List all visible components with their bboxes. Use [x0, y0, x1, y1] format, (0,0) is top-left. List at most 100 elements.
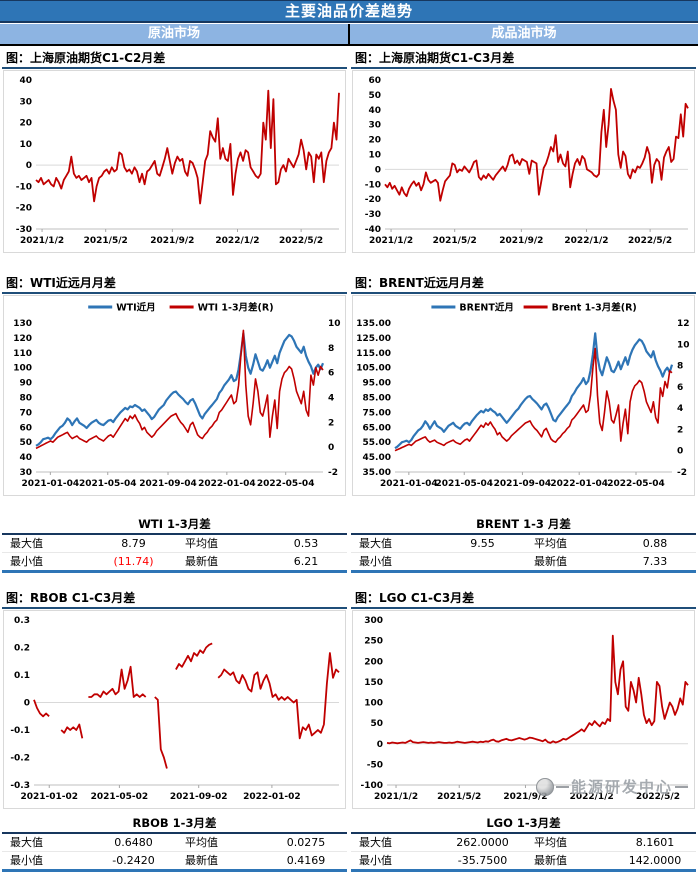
svg-text:-0.1: -0.1: [10, 726, 30, 736]
watermark-logo-icon: [536, 777, 554, 796]
svg-text:10: 10: [19, 140, 32, 150]
svg-text:70: 70: [19, 408, 32, 418]
column-divider: [348, 24, 350, 44]
svg-text:2022-05-04: 2022-05-04: [257, 479, 315, 489]
stat-value-latest: 6.21: [293, 555, 319, 568]
svg-text:150: 150: [364, 678, 383, 688]
svg-text:30: 30: [19, 97, 32, 107]
stat-value-mean: 0.0275: [265, 834, 347, 852]
svg-text:100: 100: [13, 364, 32, 374]
chart-row-2: 图：WTI近远月月差 130 120 110 100 90 80 70 60 50 40 30 10 8…: [0, 271, 698, 496]
chart-title: 图：LGO C1-C3月差: [351, 586, 696, 609]
stat-value-latest: 7.33: [642, 555, 668, 568]
stat-label-latest: 最新值: [185, 854, 218, 867]
svg-text:80: 80: [19, 394, 32, 404]
svg-text:2021-01-02: 2021-01-02: [20, 792, 78, 802]
svg-text:65.00: 65.00: [363, 423, 391, 433]
svg-text:100: 100: [364, 699, 383, 709]
svg-text:8: 8: [328, 344, 334, 354]
line-chart-lgo: 300 250 200 150 100 50 0 -50 -100 2021/1/2 2021/5/…: [352, 610, 695, 809]
stat-value-min: [439, 553, 526, 570]
svg-text:6: 6: [328, 369, 334, 379]
svg-text:-30: -30: [16, 225, 32, 235]
market-column-headers: 原油市场 成品油市场: [0, 24, 698, 46]
svg-text:60: 60: [368, 76, 381, 86]
stats-table-title: LGO 1-3月差: [351, 813, 696, 834]
stat-label-latest: 最新值: [534, 555, 567, 568]
chart-panel-brent: 图：BRENT近远月月差 135.00 125.00 115.00 105.00 95.…: [349, 271, 698, 496]
svg-text:0: 0: [328, 443, 334, 453]
chart-title: 图：BRENT近远月月差: [351, 271, 696, 294]
svg-text:40: 40: [19, 76, 32, 86]
line-chart-sc-c1c2: 40 30 20 10 0 -10 -20 -30 2021/1/2 2021/5/2 2021/9…: [3, 70, 346, 253]
svg-text:2022/1/2: 2022/1/2: [564, 236, 608, 246]
watermark-dash: [556, 785, 569, 788]
stat-label-max: 最大值: [2, 834, 90, 852]
line-chart-wti: 130 120 110 100 90 80 70 60 50 40 30 10 8 6 4 2 0 -2 2021-…: [3, 295, 346, 496]
line-chart-brent: 135.00 125.00 115.00 105.00 95.00 85.00 75.00 6…: [352, 295, 695, 496]
chart-title: 图：上海原油期货C1-C3月差: [351, 46, 696, 69]
svg-text:BRENT近月: BRENT近月: [459, 302, 513, 314]
svg-text:0: 0: [24, 699, 30, 709]
svg-text:2021/1/2: 2021/1/2: [374, 792, 418, 802]
stats-row-2: RBOB 1-3月差 最大值 0.6480 平均值 0.0275 最小值 -0.…: [0, 813, 698, 872]
svg-text:2021/1/2: 2021/1/2: [369, 236, 413, 246]
svg-text:35.00: 35.00: [363, 468, 391, 478]
chart-row-1: 图：上海原油期货C1-C2月差 40 30 20 10 0 -10 -20 -30 2021/1…: [0, 46, 698, 253]
svg-text:2021-01-04: 2021-01-04: [380, 479, 438, 489]
watermark: 能源研发中心: [536, 776, 690, 797]
svg-text:2: 2: [328, 418, 334, 428]
svg-text:2021/9/2: 2021/9/2: [150, 236, 194, 246]
stat-label-mean: 平均值: [177, 834, 265, 852]
svg-text:0.2: 0.2: [14, 644, 30, 654]
svg-text:125.00: 125.00: [356, 334, 391, 344]
watermark-dash: [675, 785, 689, 788]
svg-text:130: 130: [13, 319, 32, 329]
chart-panel-rbob: 图：RBOB C1-C3月差 0.3 0.2 0.1 0 -0.1 -0.2 -0.3 202…: [0, 586, 349, 809]
stat-label-mean: 平均值: [526, 535, 614, 553]
svg-text:-40: -40: [365, 225, 381, 235]
svg-text:2021/5/2: 2021/5/2: [437, 792, 481, 802]
svg-text:2: 2: [677, 425, 683, 435]
svg-text:2022/5/2: 2022/5/2: [628, 236, 672, 246]
svg-text:2021-05-02: 2021-05-02: [91, 792, 149, 802]
svg-text:0: 0: [377, 740, 383, 750]
line-chart-rbob: 0.3 0.2 0.1 0 -0.1 -0.2 -0.3 2021-01-02 2021-05-…: [3, 610, 346, 809]
svg-text:90: 90: [19, 379, 32, 389]
page-title: 主要油品价差趋势: [0, 0, 698, 23]
svg-text:-20: -20: [365, 195, 381, 205]
svg-text:20: 20: [19, 119, 32, 129]
stat-value-min: -0.2420: [112, 854, 155, 867]
stat-label-min: 最小值: [10, 555, 43, 568]
svg-text:0: 0: [677, 447, 683, 457]
chart-row-3: 图：RBOB C1-C3月差 0.3 0.2 0.1 0 -0.1 -0.2 -0.3 202…: [0, 586, 698, 809]
chart-panel-sc-c1c2: 图：上海原油期货C1-C2月差 40 30 20 10 0 -10 -20 -30 2021/1…: [0, 46, 349, 253]
svg-text:2022-01-04: 2022-01-04: [198, 479, 256, 489]
svg-text:6: 6: [677, 383, 683, 393]
svg-text:0: 0: [26, 161, 32, 171]
stats-table-rbob: RBOB 1-3月差 最大值 0.6480 平均值 0.0275 最小值 -0.…: [2, 813, 347, 872]
svg-text:-2: -2: [328, 468, 338, 478]
svg-text:30: 30: [19, 468, 32, 478]
svg-text:8: 8: [677, 362, 683, 372]
svg-text:WTI近月: WTI近月: [116, 302, 156, 314]
svg-text:60: 60: [19, 423, 32, 433]
svg-text:300: 300: [364, 616, 383, 626]
svg-text:40: 40: [368, 106, 381, 116]
svg-text:-20: -20: [16, 204, 32, 214]
svg-text:75.00: 75.00: [363, 408, 391, 418]
svg-text:-0.3: -0.3: [10, 781, 30, 791]
stat-label-min: 最小值: [10, 854, 43, 867]
svg-text:-2: -2: [677, 468, 687, 478]
svg-text:2022-01-04: 2022-01-04: [550, 479, 608, 489]
svg-text:2021-05-04: 2021-05-04: [435, 479, 493, 489]
svg-text:2022-05-04: 2022-05-04: [607, 479, 665, 489]
svg-text:0.1: 0.1: [14, 671, 30, 681]
svg-text:2022-01-02: 2022-01-02: [243, 792, 301, 802]
stat-value-mean: 0.53: [265, 535, 347, 553]
svg-text:2021-09-02: 2021-09-02: [170, 792, 228, 802]
svg-text:120: 120: [13, 334, 32, 344]
svg-text:2021-05-04: 2021-05-04: [79, 479, 137, 489]
stat-label-max: 最大值: [351, 535, 439, 553]
svg-text:-10: -10: [365, 180, 381, 190]
